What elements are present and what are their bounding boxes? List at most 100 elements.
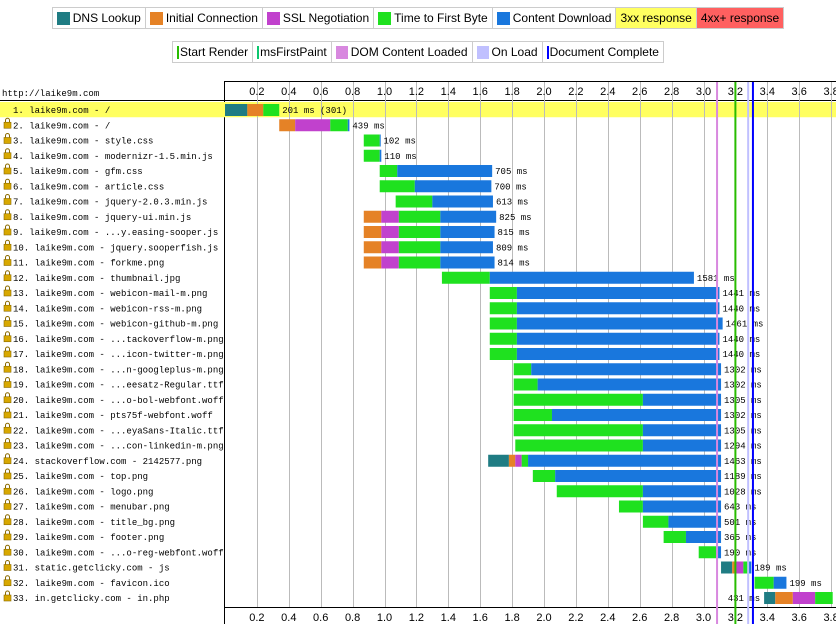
request-bar-ttfb [379, 180, 415, 193]
request-label: 25. laike9m.com - top.png [13, 472, 148, 482]
x-tick-label-top: 1.6 [473, 86, 488, 98]
legend-swatch [476, 46, 489, 60]
lock-icon [3, 320, 12, 327]
lock-icon-shackle [5, 514, 10, 519]
x-tick-label-bottom: 1.0 [377, 612, 392, 624]
lock-icon [3, 472, 12, 480]
request-bar-download [516, 287, 720, 299]
x-tick-label-bottom: 1.2 [409, 612, 424, 624]
x-tick-label-bottom: 3.8 [823, 612, 836, 624]
legend-swatch [266, 12, 280, 26]
request-duration: 102 ms [384, 137, 416, 147]
x-tick-label-top: 1.2 [409, 86, 424, 98]
request-bar-conn [363, 241, 382, 254]
legend-swatch [149, 12, 163, 26]
lock-icon [3, 365, 12, 373]
x-tick-label-bottom: 1.6 [473, 612, 488, 624]
lock-icon [3, 274, 12, 282]
request-duration: 189 ms [754, 564, 786, 574]
request-duration: 1581 ms [697, 274, 735, 284]
request-bar-download [379, 134, 381, 147]
request-bar-dns [225, 104, 248, 116]
request-label: 10. laike9m.com - jquery.sooperfish.js [13, 243, 218, 253]
request-label: 19. laike9m.com - ...eesatz-Regular.ttf [13, 381, 224, 391]
request-duration: 1294 ms [724, 442, 762, 452]
lock-icon-shackle [5, 239, 10, 245]
request-duration: 365 ms [724, 533, 756, 543]
request-bar-conn [247, 104, 264, 116]
x-tick-label-bottom: 2.0 [536, 612, 551, 624]
request-bar-download [555, 470, 722, 482]
request-label: 5. laike9m.com - gfm.css [13, 167, 143, 177]
waterfall-chart: http://laike9m.com 0.2 0.2 0.4 0.4 0.6 0.6 0.8 0… [0, 81, 836, 624]
request-bar-ttfb [398, 226, 441, 238]
lock-icon [3, 533, 12, 541]
request-bar-download [347, 119, 350, 132]
request-duration: 1305 ms [724, 396, 762, 406]
request-label: 13. laike9m.com - webicon-mail-m.png [13, 289, 207, 299]
lock-icon-shackle [5, 346, 10, 351]
legend-item-dns-lookup: DNS Lookup [53, 8, 146, 28]
x-tick-label-bottom: 0.4 [281, 612, 296, 624]
request-bar-ttfb [263, 104, 280, 116]
x-tick-label-bottom: 2.6 [632, 612, 647, 624]
request-bar-download [716, 546, 722, 559]
request-bar-ttfb [398, 241, 441, 254]
request-bar-ssl [792, 592, 816, 604]
request-label: 27. laike9m.com - menubar.png [13, 503, 170, 513]
legend-swatch [378, 12, 392, 26]
lock-icon-shackle [5, 590, 10, 595]
request-label: 15. laike9m.com - webicon-github-m.png [13, 320, 218, 330]
request-bar-ttfb [489, 348, 517, 360]
lock-icon [3, 259, 12, 266]
request-bar-ssl [381, 210, 399, 223]
request-label: 24. stackoverflow.com - 2142577.png [13, 457, 202, 467]
legend-item-document-complete: Document Complete [543, 42, 663, 62]
request-bar-conn [363, 226, 382, 238]
request-duration: 1302 ms [724, 365, 762, 375]
legend-item-dom-content-loaded: DOM Content Loaded [332, 42, 473, 62]
lock-icon [3, 137, 12, 144]
legend-item-initial-connection: Initial Connection [146, 8, 263, 28]
request-bar-download [432, 195, 493, 208]
legend-item-content-download: Content Download [493, 8, 617, 28]
lock-icon-shackle [5, 209, 10, 214]
request-duration: 705 ms [495, 167, 527, 177]
request-bar-ttfb [398, 210, 441, 223]
lock-icon [3, 167, 12, 175]
request-duration: 431 ms [728, 594, 760, 604]
lock-icon-shackle [5, 133, 10, 138]
request-duration: 190 ms [724, 548, 756, 558]
request-bar-ttfb [532, 470, 556, 482]
request-bar-conn [363, 256, 382, 269]
request-bar-download [531, 363, 722, 376]
request-bar-conn [775, 592, 793, 604]
lock-icon [3, 594, 12, 602]
request-label: 1. laike9m.com - / [13, 106, 110, 116]
request-bar-download [440, 226, 495, 238]
request-bar-ssl [381, 226, 399, 238]
lock-icon-shackle [5, 331, 10, 336]
x-tick-label-top: 2.4 [600, 86, 615, 98]
legend-swatch [56, 12, 70, 26]
lock-icon-shackle [5, 392, 10, 397]
request-bar-ttfb [379, 165, 398, 177]
request-bar-ttfb [698, 546, 717, 559]
legend-label: Start Render [180, 45, 249, 59]
x-tick-label-top: 1.8 [504, 86, 519, 98]
request-bar-ttfb [663, 531, 686, 543]
x-tick-label-top: 3.8 [823, 86, 836, 98]
legend-item-4xx-response: 4xx+ response [696, 8, 784, 28]
legend-item-on-load: On Load [473, 42, 543, 62]
request-label: 32. laike9m.com - favicon.ico [13, 579, 170, 589]
request-bar-dns [721, 561, 733, 574]
lock-icon-shackle [5, 483, 10, 489]
lock-icon-shackle [5, 270, 10, 275]
request-duration: 110 ms [384, 152, 416, 162]
request-label: 20. laike9m.com - ...o-bol-webfont.woff [13, 396, 224, 406]
request-bar-ttfb [363, 149, 380, 162]
request-duration: 199 ms [789, 579, 821, 589]
legend-item-3xx-response: 3xx response [616, 8, 697, 28]
lock-icon [3, 442, 12, 449]
request-bar-conn [363, 210, 382, 223]
